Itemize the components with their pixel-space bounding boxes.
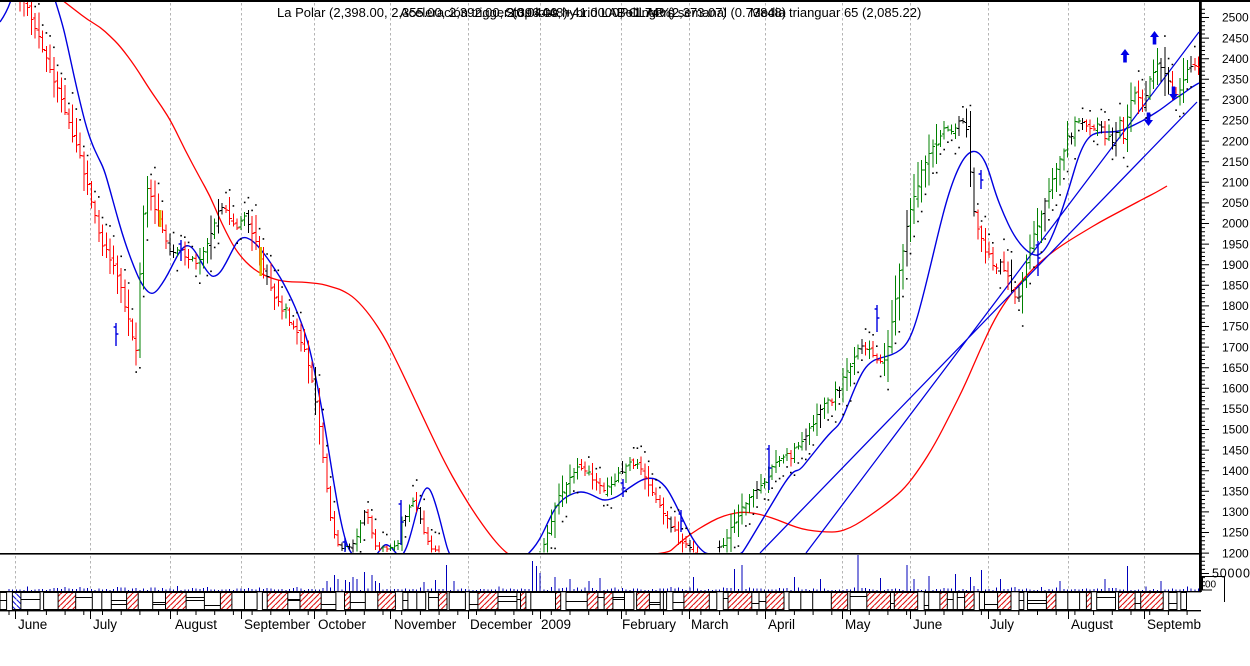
svg-text:October: October <box>318 617 367 632</box>
svg-text:2400: 2400 <box>1222 52 1249 66</box>
svg-text:July: July <box>93 617 117 632</box>
svg-text:June: June <box>913 617 942 632</box>
svg-text:2050: 2050 <box>1222 196 1249 210</box>
svg-text:Media trianguar 65 (2,085.22): Media trianguar 65 (2,085.22) <box>750 5 921 20</box>
svg-text:1200: 1200 <box>1222 546 1249 560</box>
svg-text:2150: 2150 <box>1222 155 1249 169</box>
svg-text:1500: 1500 <box>1222 423 1249 437</box>
svg-text:1700: 1700 <box>1222 340 1249 354</box>
svg-text:2100: 2100 <box>1222 176 1249 190</box>
svg-text:November: November <box>394 617 457 632</box>
svg-text:September: September <box>244 617 311 632</box>
svg-text:2200: 2200 <box>1222 134 1249 148</box>
svg-text:1950: 1950 <box>1222 237 1249 251</box>
svg-text:1850: 1850 <box>1222 279 1249 293</box>
svg-text:Bollingers semanal (0.73848): Bollingers semanal (0.73848) <box>617 5 786 20</box>
svg-text:2009: 2009 <box>541 617 571 632</box>
svg-text:August: August <box>1071 617 1113 632</box>
svg-text:2450: 2450 <box>1222 31 1249 45</box>
svg-text:2350: 2350 <box>1222 73 1249 87</box>
svg-text:2000: 2000 <box>1222 217 1249 231</box>
svg-text:1750: 1750 <box>1222 320 1249 334</box>
svg-text:2300: 2300 <box>1222 93 1249 107</box>
svg-text:March: March <box>691 617 729 632</box>
svg-text:La Polar (2,398.00, 2,355.00,: La Polar (2,398.00, 2,355.00, 2,392.00, … <box>277 5 675 20</box>
svg-text:1300: 1300 <box>1222 505 1249 519</box>
svg-text:1350: 1350 <box>1222 485 1249 499</box>
svg-text:August: August <box>175 617 217 632</box>
svg-text:2500: 2500 <box>1222 11 1249 25</box>
svg-text:00: 00 <box>1205 580 1217 591</box>
svg-text:1550: 1550 <box>1222 402 1249 416</box>
svg-text:1450: 1450 <box>1222 443 1249 457</box>
svg-text:1250: 1250 <box>1222 526 1249 540</box>
svg-text:July: July <box>990 617 1014 632</box>
svg-text:1800: 1800 <box>1222 299 1249 313</box>
svg-text:April: April <box>768 617 795 632</box>
svg-text:Septemb: Septemb <box>1147 617 1201 632</box>
svg-text:December: December <box>470 617 533 632</box>
svg-text:1900: 1900 <box>1222 258 1249 272</box>
svg-text:1400: 1400 <box>1222 464 1249 478</box>
svg-text:February: February <box>622 617 676 632</box>
svg-text:2250: 2250 <box>1222 114 1249 128</box>
svg-text:50000: 50000 <box>1212 567 1250 581</box>
svg-text:1650: 1650 <box>1222 361 1249 375</box>
svg-text:1600: 1600 <box>1222 382 1249 396</box>
svg-text:Stop loss hybrid LA POLAR (2,3: Stop loss hybrid LA POLAR (2,373.07) <box>505 5 727 20</box>
svg-text:June: June <box>18 617 47 632</box>
svg-text:Aceleración trigger (0.04448): Aceleración trigger (0.04448) <box>400 5 568 20</box>
svg-text:May: May <box>845 617 871 632</box>
